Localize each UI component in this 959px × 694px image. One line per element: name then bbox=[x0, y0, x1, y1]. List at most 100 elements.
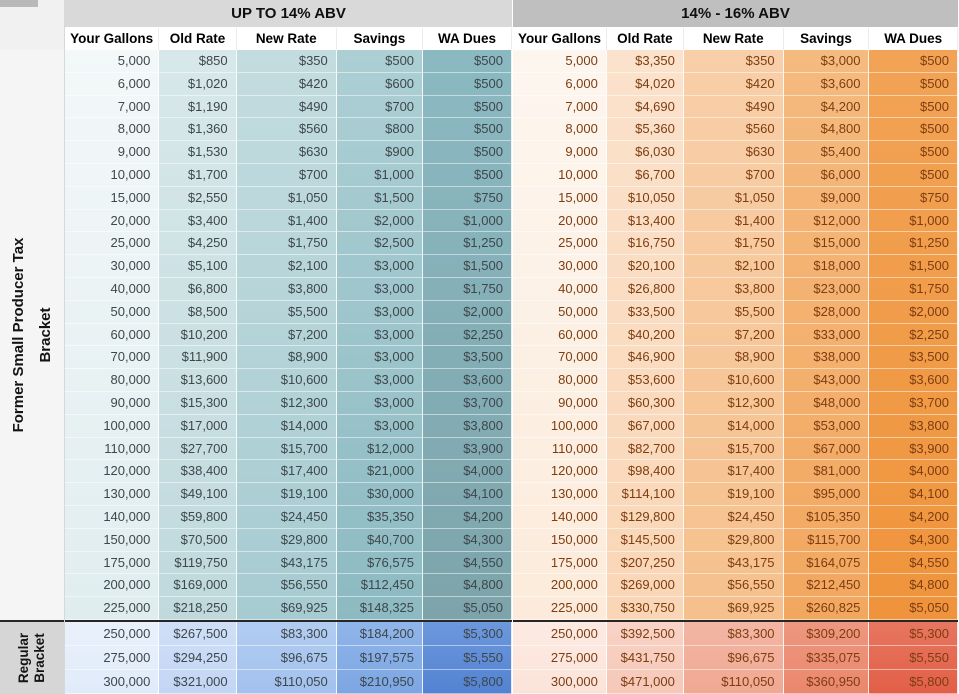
cell-wa-dues: $1,250 bbox=[869, 232, 957, 256]
cell-new-rate: $96,675 bbox=[236, 646, 336, 670]
cell-new-rate: $700 bbox=[683, 164, 783, 187]
cell-new-rate: $2,100 bbox=[683, 255, 783, 278]
former-bracket-rows: 5,000 6,000 7,000 8,000 9,000 10,000 15,000 20,… bbox=[513, 50, 958, 620]
col-header-savings: Savings bbox=[337, 28, 424, 50]
cell-savings: $3,000 bbox=[336, 324, 423, 347]
cell-savings: $112,450 bbox=[336, 574, 423, 598]
cell-new-rate: $420 bbox=[236, 73, 336, 96]
cell-old-rate: $5,360 bbox=[606, 118, 683, 142]
cell-new-rate: $630 bbox=[236, 141, 336, 164]
cell-old-rate: $114,100 bbox=[606, 483, 683, 506]
cell-savings: $600 bbox=[336, 73, 423, 96]
cell-savings: $21,000 bbox=[336, 460, 423, 484]
cell-old-rate: $169,000 bbox=[159, 574, 236, 598]
cell-savings: $6,000 bbox=[783, 164, 869, 187]
cell-savings: $43,000 bbox=[783, 369, 869, 392]
cell-your-gallons: 275,000 bbox=[513, 646, 606, 670]
cell-your-gallons: 225,000 bbox=[65, 597, 159, 620]
cell-your-gallons: 250,000 bbox=[65, 622, 159, 646]
cell-your-gallons: 60,000 bbox=[513, 324, 606, 347]
cell-old-rate: $67,000 bbox=[606, 415, 683, 438]
cell-savings: $67,000 bbox=[783, 438, 869, 461]
cell-new-rate: $69,925 bbox=[236, 597, 336, 620]
cell-old-rate: $3,400 bbox=[159, 210, 236, 233]
cell-your-gallons: 275,000 bbox=[65, 646, 159, 670]
cell-wa-dues: $4,000 bbox=[869, 460, 957, 484]
cell-old-rate: $4,250 bbox=[159, 232, 236, 256]
col-header-your-gallons: Your Gallons bbox=[65, 28, 160, 50]
cell-savings: $18,000 bbox=[783, 255, 869, 278]
column-old-rate: $3,350 $4,020 $4,690 $5,360 $6,030 $6,700 $10,… bbox=[606, 50, 684, 620]
cell-wa-dues: $1,000 bbox=[423, 210, 511, 233]
column-new-rate: $350 $420 $490 $560 $630 $700 $1,050 $1,400 $1,7… bbox=[236, 50, 337, 620]
column-savings: $309,200 $335,075 $360,950 bbox=[783, 622, 870, 694]
cell-old-rate: $98,400 bbox=[606, 460, 683, 484]
section-title: UP TO 14% ABV bbox=[65, 0, 512, 28]
cell-your-gallons: 50,000 bbox=[65, 301, 159, 324]
cell-wa-dues: $500 bbox=[869, 141, 957, 164]
col-header-old-rate: Old Rate bbox=[607, 28, 684, 50]
cell-your-gallons: 130,000 bbox=[65, 483, 159, 506]
cell-savings: $197,575 bbox=[336, 646, 423, 670]
cell-your-gallons: 120,000 bbox=[513, 460, 606, 484]
cell-your-gallons: 150,000 bbox=[65, 529, 159, 552]
cell-new-rate: $350 bbox=[236, 50, 336, 73]
cell-your-gallons: 140,000 bbox=[65, 506, 159, 529]
cell-wa-dues: $500 bbox=[869, 73, 957, 96]
cell-new-rate: $7,200 bbox=[236, 324, 336, 347]
cell-savings: $184,200 bbox=[336, 622, 423, 646]
cell-new-rate: $1,050 bbox=[683, 187, 783, 210]
cell-new-rate: $12,300 bbox=[236, 392, 336, 415]
cell-old-rate: $16,750 bbox=[606, 232, 683, 256]
cell-new-rate: $3,800 bbox=[683, 278, 783, 301]
col-header-savings: Savings bbox=[784, 28, 870, 50]
cell-new-rate: $700 bbox=[236, 164, 336, 187]
cell-new-rate: $5,500 bbox=[236, 301, 336, 324]
cell-savings: $3,000 bbox=[336, 255, 423, 278]
cell-new-rate: $24,450 bbox=[236, 506, 336, 529]
cell-savings: $105,350 bbox=[783, 506, 869, 529]
cell-your-gallons: 60,000 bbox=[65, 324, 159, 347]
cell-old-rate: $46,900 bbox=[606, 346, 683, 370]
cell-new-rate: $560 bbox=[683, 118, 783, 142]
regular-bracket-rows: 250,000 275,000 300,000 $267,500 $294,250 $32… bbox=[65, 620, 512, 694]
cell-new-rate: $1,400 bbox=[236, 210, 336, 233]
corner-strip bbox=[0, 0, 38, 7]
cell-wa-dues: $3,800 bbox=[869, 415, 957, 438]
cell-wa-dues: $5,800 bbox=[869, 670, 957, 694]
column-wa-dues: $5,300 $5,550 $5,800 bbox=[869, 622, 958, 694]
cell-your-gallons: 175,000 bbox=[65, 552, 159, 575]
cell-your-gallons: 40,000 bbox=[65, 278, 159, 301]
cell-old-rate: $145,500 bbox=[606, 529, 683, 552]
cell-wa-dues: $5,050 bbox=[869, 597, 957, 620]
column-wa-dues: $500 $500 $500 $500 $500 $500 $750 $1,000 $1,250… bbox=[423, 50, 512, 620]
cell-new-rate: $14,000 bbox=[236, 415, 336, 438]
cell-savings: $210,950 bbox=[336, 670, 423, 694]
cell-new-rate: $17,400 bbox=[683, 460, 783, 484]
cell-wa-dues: $4,800 bbox=[423, 574, 511, 598]
cell-your-gallons: 9,000 bbox=[65, 141, 159, 164]
cell-wa-dues: $4,550 bbox=[423, 552, 511, 575]
cell-wa-dues: $500 bbox=[423, 164, 511, 187]
cell-wa-dues: $4,300 bbox=[869, 529, 957, 552]
cell-your-gallons: 20,000 bbox=[513, 210, 606, 233]
cell-your-gallons: 15,000 bbox=[65, 187, 159, 210]
cell-your-gallons: 150,000 bbox=[513, 529, 606, 552]
cell-savings: $33,000 bbox=[783, 324, 869, 347]
cell-old-rate: $294,250 bbox=[159, 646, 236, 670]
column-new-rate: $83,300 $96,675 $110,050 bbox=[236, 622, 337, 694]
cell-savings: $12,000 bbox=[336, 438, 423, 461]
cell-new-rate: $17,400 bbox=[236, 460, 336, 484]
cell-your-gallons: 5,000 bbox=[513, 50, 606, 73]
cell-wa-dues: $3,800 bbox=[423, 415, 511, 438]
cell-your-gallons: 25,000 bbox=[65, 232, 159, 256]
cell-old-rate: $269,000 bbox=[606, 574, 683, 598]
column-savings: $500 $600 $700 $800 $900 $1,000 $1,500 $2,000 $2… bbox=[336, 50, 424, 620]
cell-your-gallons: 10,000 bbox=[513, 164, 606, 187]
cell-wa-dues: $3,600 bbox=[869, 369, 957, 392]
col-header-new-rate: New Rate bbox=[684, 28, 784, 50]
column-your-gallons: 5,000 6,000 7,000 8,000 9,000 10,000 15,000 20,… bbox=[513, 50, 607, 620]
former-bracket-line2: Bracket bbox=[37, 307, 54, 363]
cell-your-gallons: 200,000 bbox=[65, 574, 159, 598]
